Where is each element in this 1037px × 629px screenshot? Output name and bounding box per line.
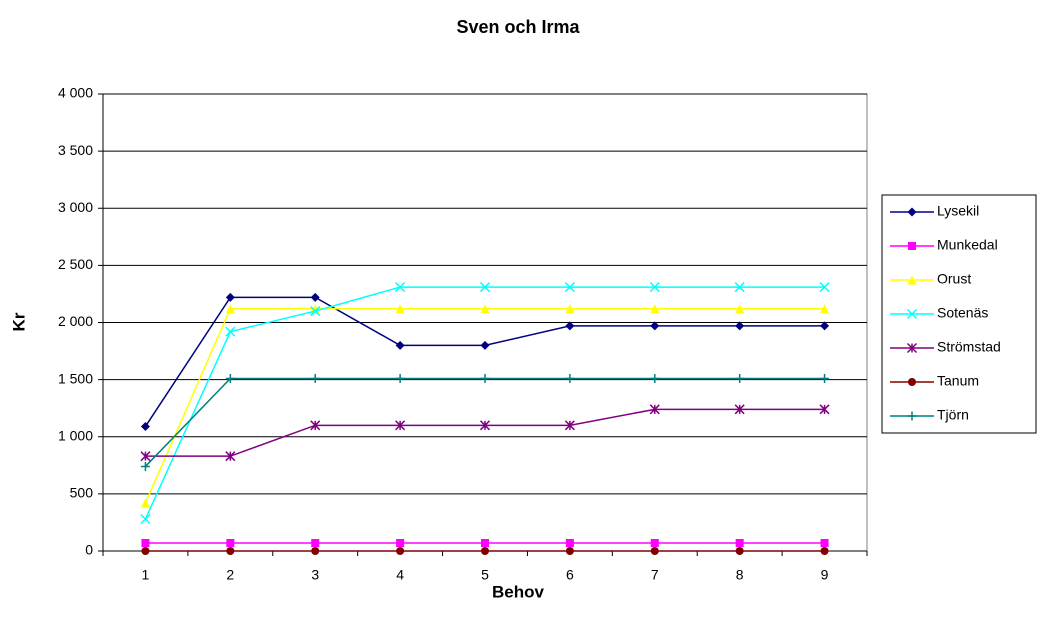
y-tick-label: 1 000 (58, 427, 93, 443)
marker (820, 539, 829, 548)
marker (225, 451, 236, 462)
marker (564, 282, 575, 293)
y-tick-label: 2 000 (58, 313, 93, 329)
x-tick-label: 6 (566, 567, 574, 583)
marker (735, 547, 744, 555)
marker (310, 306, 321, 317)
marker (907, 207, 917, 217)
x-tick-label: 3 (311, 567, 319, 583)
marker (310, 292, 320, 302)
x-axis-title: Behov (492, 582, 545, 601)
marker (140, 421, 150, 431)
legend-label: Lysekil (937, 203, 979, 219)
marker (564, 420, 575, 431)
y-axis-title: Kr (9, 312, 28, 331)
marker (649, 282, 660, 293)
y-tick-label: 4 000 (58, 85, 93, 101)
marker (141, 547, 150, 555)
marker (734, 404, 745, 415)
marker (820, 304, 830, 314)
marker (395, 420, 406, 431)
legend-label: Tanum (937, 373, 979, 389)
marker (565, 373, 575, 383)
marker (311, 547, 320, 555)
marker (396, 547, 405, 555)
y-tick-label: 2 500 (58, 256, 93, 272)
marker (907, 275, 917, 285)
marker (906, 342, 918, 354)
marker (734, 282, 745, 293)
marker (650, 547, 659, 555)
marker (650, 539, 659, 548)
marker (820, 373, 830, 383)
x-tick-label: 9 (821, 567, 829, 583)
marker (311, 539, 320, 548)
legend-label: Sotenäs (937, 305, 988, 321)
marker (480, 340, 490, 350)
legend-label: Tjörn (937, 407, 969, 423)
x-tick-label: 7 (651, 567, 659, 583)
marker (481, 547, 489, 555)
marker (226, 547, 235, 555)
legend-label: Orust (937, 271, 971, 287)
marker (819, 404, 830, 415)
y-tick-label: 3 500 (58, 142, 93, 158)
marker (649, 404, 660, 415)
marker (140, 498, 150, 508)
marker (479, 420, 491, 431)
marker (820, 547, 829, 555)
marker (650, 321, 660, 331)
legend-label: Strömstad (937, 339, 1001, 355)
marker (906, 308, 918, 320)
x-tick-label: 4 (396, 567, 404, 583)
marker (395, 304, 405, 314)
marker (735, 539, 744, 548)
marker (395, 373, 405, 383)
marker (226, 539, 235, 548)
marker (480, 304, 490, 314)
marker (140, 513, 151, 525)
marker (395, 340, 405, 350)
x-tick-label: 5 (481, 567, 489, 583)
chart-title: Sven och Irma (456, 17, 580, 37)
y-tick-label: 0 (85, 542, 93, 558)
marker (480, 373, 490, 383)
x-tick-label: 2 (226, 567, 234, 583)
marker (225, 292, 235, 302)
marker (140, 451, 151, 462)
marker (650, 304, 660, 314)
marker (819, 282, 830, 293)
y-tick-label: 500 (70, 485, 94, 501)
x-tick-label: 8 (736, 567, 744, 583)
marker (140, 461, 150, 471)
legend-label: Munkedal (937, 237, 998, 253)
marker (479, 282, 491, 293)
marker (225, 326, 236, 337)
marker (565, 547, 574, 555)
marker (481, 539, 489, 548)
marker (310, 420, 321, 431)
marker (310, 373, 320, 383)
marker (650, 373, 660, 383)
x-tick-label: 1 (142, 567, 150, 583)
y-tick-label: 3 000 (58, 199, 93, 215)
marker (908, 378, 916, 386)
marker (907, 411, 917, 421)
y-tick-label: 1 500 (58, 370, 93, 386)
marker (565, 304, 575, 314)
marker (565, 321, 575, 331)
marker (735, 304, 745, 314)
marker (225, 304, 235, 314)
marker (820, 321, 830, 331)
marker (396, 539, 405, 548)
marker (395, 282, 406, 293)
marker (908, 242, 916, 250)
marker (565, 539, 574, 548)
marker (225, 373, 235, 383)
marker (141, 539, 150, 548)
marker (735, 321, 745, 331)
marker (735, 373, 745, 383)
